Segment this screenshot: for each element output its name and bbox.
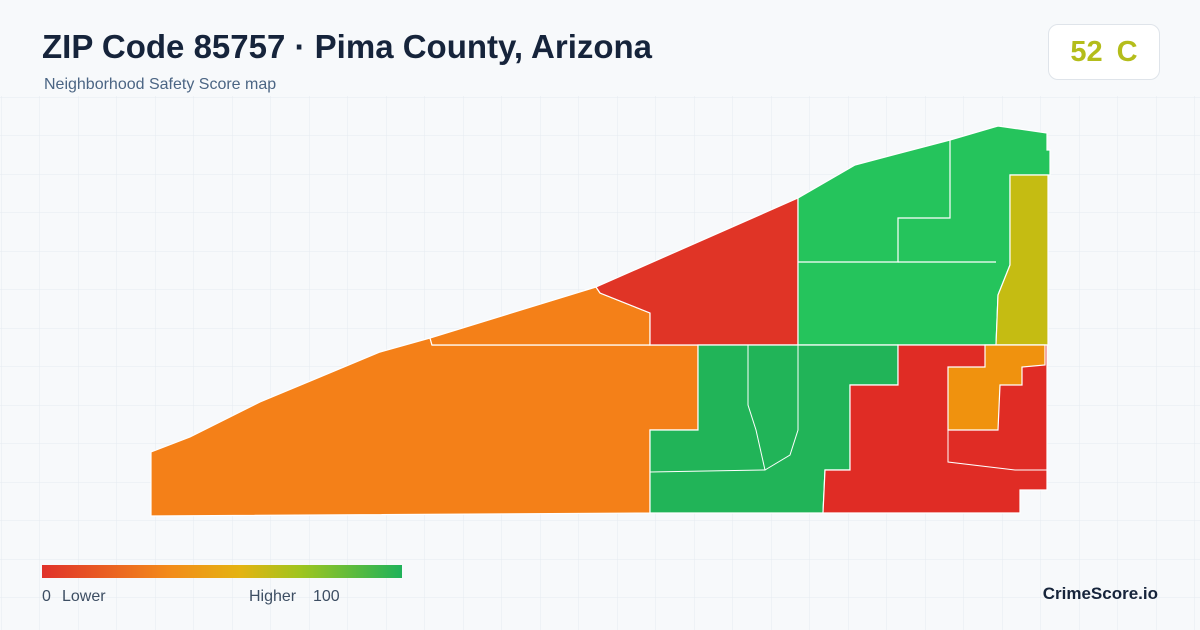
- legend-min: 0: [42, 588, 51, 605]
- legend-gradient: [42, 565, 402, 578]
- score: 52: [1070, 35, 1103, 68]
- score-badge: 52 C: [1048, 24, 1160, 80]
- subtitle: Neighborhood Safety Score map: [44, 76, 277, 93]
- area: [150, 337, 699, 517]
- brand: CrimeScore.io: [1042, 584, 1158, 603]
- legend-high: Higher: [249, 588, 297, 605]
- boundary: [649, 345, 766, 473]
- boundary: [947, 430, 1047, 471]
- legend-max: 100: [313, 588, 340, 605]
- boundary: [798, 140, 951, 263]
- grade: C: [1116, 35, 1138, 68]
- boundary: [764, 345, 799, 471]
- legend-low: Lower: [62, 588, 106, 605]
- area: [947, 344, 1046, 431]
- title: ZIP Code 85757 · Pima County, Arizona: [42, 28, 653, 65]
